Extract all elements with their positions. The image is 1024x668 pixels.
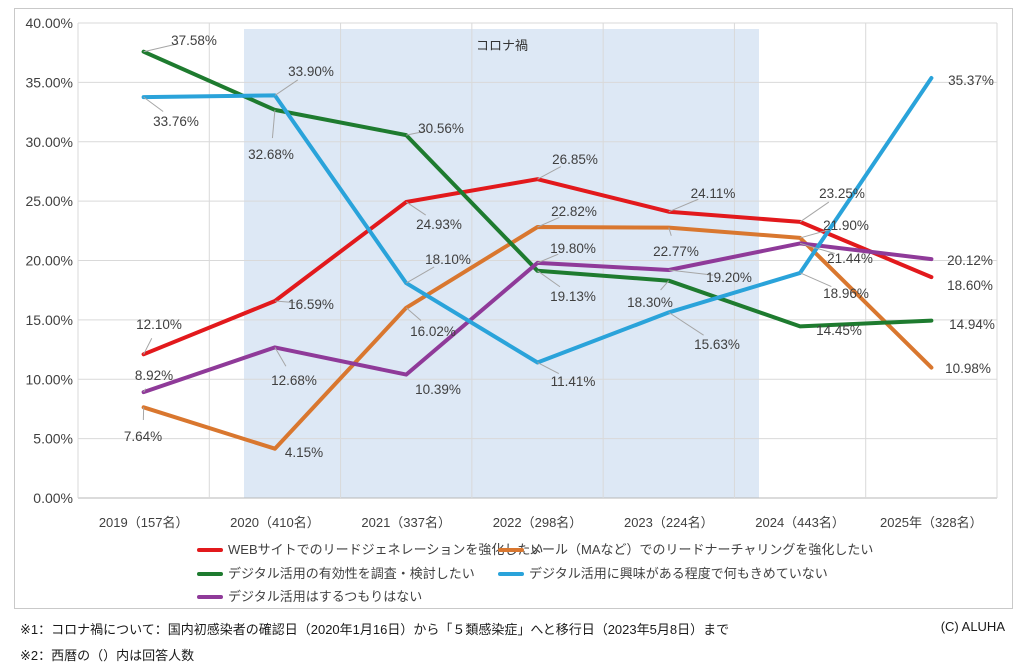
label-leader-line [537,216,560,228]
x-category-label: 2020（410名） [230,515,320,530]
data-label-web: 16.59% [288,297,334,312]
data-label-mail: 4.15% [285,445,323,460]
x-category-label: 2025年（328名） [880,515,983,530]
data-label-web: 24.93% [416,217,462,232]
label-leader-line [143,43,179,53]
label-leader-line [274,347,287,367]
line-chart-frame: 0.00% 5.00% 10.00% 15.00% 20.00% 25.00% 30.00%… [14,8,1013,609]
label-leader-line [537,253,559,264]
label-leader-line [274,79,299,96]
y-tick-label: 25.00% [26,193,73,209]
data-label-noplan: 19.20% [706,270,752,285]
data-label-research: 37.58% [171,33,217,48]
data-label-mail: 22.82% [551,204,597,219]
data-label-web: 24.11% [691,186,736,201]
label-leader-line [537,270,561,288]
y-tick-label: 35.00% [26,74,73,90]
label-leader-line [271,109,276,139]
y-tick-label: 10.00% [26,371,73,387]
label-leader-line [537,166,562,180]
data-label-undecided: 33.76% [153,114,199,129]
data-label-web: 26.85% [552,152,598,167]
x-category-label: 2022（298名） [493,515,583,530]
data-label-web: 18.60% [947,278,993,293]
label-leader-line [274,300,296,304]
y-tick-label: 20.00% [26,253,73,269]
data-label-noplan: 12.68% [271,373,317,388]
label-leader-line [143,388,147,393]
data-label-research: 18.30% [627,295,673,310]
data-label-noplan: 20.12% [947,253,993,268]
label-leader-line [143,338,153,355]
label-leader-line [405,307,422,321]
data-label-undecided: 18.96% [823,286,869,301]
x-category-label: 2019（157名） [99,515,189,530]
data-label-undecided: 33.90% [288,64,334,79]
data-label-mail: 21.90% [823,218,869,233]
label-leader-line [799,242,835,254]
data-label-mail: 22.77% [653,244,699,259]
data-label-undecided: 35.37% [948,73,994,88]
label-leader-line [405,201,427,216]
data-label-research: 30.56% [418,121,464,136]
copyright-label: (C) ALUHA [940,619,1005,634]
data-label-mail: 7.64% [124,429,162,444]
label-leader-line [668,227,672,236]
footnote-respondent-count: ※2：西暦の（）内は回答人数 [20,648,195,663]
y-tick-label: 5.00% [33,431,73,447]
data-label-noplan: 21.44% [827,251,873,266]
data-label-research: 32.68% [248,147,294,162]
label-leader-line [537,362,560,375]
x-category-label: 2024（443名） [755,515,845,530]
data-label-web: 12.10% [136,317,182,332]
label-leader-line [799,272,832,288]
y-tick-label: 0.00% [33,490,73,506]
data-label-undecided: 18.10% [425,252,471,267]
label-leader-line [799,228,831,239]
label-leader-line [405,266,435,284]
label-leader-line [668,311,704,336]
label-leader-line [143,96,164,112]
label-leader-line [668,269,714,276]
y-tick-label: 15.00% [26,312,73,328]
series-line-research [141,49,934,329]
line-chart: 0.00% 5.00% 10.00% 15.00% 20.00% 25.00% 30.00%… [26,15,998,530]
data-label-noplan: 10.39% [415,382,461,397]
data-label-web: 23.25% [819,186,865,201]
y-tick-label: 30.00% [26,134,73,150]
data-label-research: 14.94% [949,317,995,332]
label-leader-line [799,201,830,223]
data-label-mail: 16.02% [410,324,456,339]
x-category-label: 2023（224名） [624,515,714,530]
data-label-research: 14.45% [816,323,862,338]
y-tick-label: 40.00% [26,15,73,31]
covid-band [244,29,759,498]
data-label-research: 19.13% [550,289,596,304]
data-label-undecided: 15.63% [694,337,740,352]
covid-band-label: コロナ禍 [476,38,528,53]
x-category-label: 2021（337名） [361,515,451,530]
data-label-mail: 10.98% [945,361,991,376]
label-leader-line [668,198,699,213]
footnote-covid-definition: ※1：コロナ禍について：国内初感染者の確認日（2020年1月16日）から「５類感… [20,622,730,637]
label-leader-line [406,130,426,136]
data-label-noplan: 19.80% [550,241,596,256]
label-leader-line [660,280,670,291]
data-label-noplan: 8.92% [135,368,173,383]
data-label-undecided: 11.41% [551,374,596,389]
